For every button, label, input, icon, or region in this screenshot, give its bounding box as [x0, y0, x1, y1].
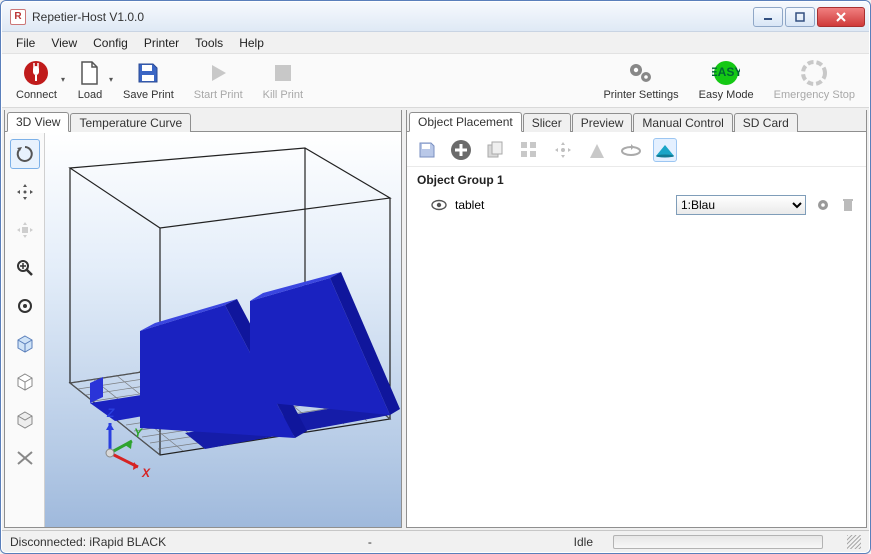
object-name[interactable]: tablet: [455, 198, 484, 212]
status-center: -: [186, 535, 554, 549]
object-group: Object Group 1 tablet 1:Blau: [407, 167, 866, 223]
menu-help[interactable]: Help: [231, 34, 272, 52]
object-settings-icon[interactable]: [814, 198, 832, 212]
printer-settings-button[interactable]: Printer Settings: [593, 57, 688, 103]
save-print-button[interactable]: Save Print: [113, 57, 184, 103]
view-iso-button[interactable]: [10, 329, 40, 359]
right-tabs: Object Placement Slicer Preview Manual C…: [407, 110, 866, 132]
pan-view-button[interactable]: [10, 177, 40, 207]
titlebar: R Repetier-Host V1.0.0: [2, 2, 869, 32]
axis-y-label: Y: [134, 426, 143, 440]
connect-label: Connect: [16, 89, 57, 101]
axis-z-label: Z: [106, 406, 115, 420]
center-object-icon[interactable]: [551, 138, 575, 162]
view-top-button[interactable]: [10, 405, 40, 435]
start-print-button: Start Print: [184, 57, 253, 103]
menu-config[interactable]: Config: [85, 34, 136, 52]
move-object-button[interactable]: [10, 215, 40, 245]
gears-icon: [626, 59, 656, 87]
minimize-button[interactable]: [753, 7, 783, 27]
load-button[interactable]: Load: [65, 57, 115, 103]
axis-x-label: X: [141, 466, 151, 480]
play-icon: [203, 59, 233, 87]
tab-manual-control[interactable]: Manual Control: [633, 113, 732, 132]
status-state: Idle: [574, 535, 593, 549]
app-icon: R: [10, 9, 26, 25]
scale-object-icon[interactable]: [585, 138, 609, 162]
document-icon: [75, 59, 105, 87]
object-row: tablet 1:Blau: [417, 193, 856, 217]
printer-settings-label: Printer Settings: [603, 89, 678, 101]
plug-icon: [21, 59, 51, 87]
kill-print-label: Kill Print: [263, 89, 303, 101]
save-print-label: Save Print: [123, 89, 174, 101]
easy-mode-label: Easy Mode: [699, 89, 754, 101]
status-progress: [613, 535, 823, 549]
tab-temperature-curve[interactable]: Temperature Curve: [70, 113, 191, 132]
left-pane: 3D View Temperature Curve: [4, 110, 402, 528]
main-toolbar: Connect ▾ Load ▾ Save Print Start Print: [2, 54, 869, 108]
emergency-stop-icon: [799, 59, 829, 87]
zoom-button[interactable]: [10, 253, 40, 283]
view-toolbar: [5, 133, 45, 527]
svg-text:EASY: EASY: [712, 65, 740, 79]
easy-mode-button[interactable]: EASY Easy Mode: [689, 57, 764, 103]
statusbar: Disconnected: iRapid BLACK - Idle: [2, 530, 869, 552]
tab-object-placement[interactable]: Object Placement: [409, 112, 522, 132]
delete-object-icon[interactable]: [840, 198, 856, 212]
tab-slicer[interactable]: Slicer: [523, 113, 571, 132]
menu-printer[interactable]: Printer: [136, 34, 187, 52]
add-object-icon[interactable]: [449, 138, 473, 162]
menubar: File View Config Printer Tools Help: [2, 32, 869, 54]
easy-icon: EASY: [711, 59, 741, 87]
save-icon: [133, 59, 163, 87]
save-object-icon[interactable]: [415, 138, 439, 162]
load-label: Load: [78, 89, 102, 101]
emergency-stop-label: Emergency Stop: [774, 89, 855, 101]
view-front-button[interactable]: [10, 367, 40, 397]
content-area: 3D View Temperature Curve: [2, 108, 869, 530]
view-mode-icon[interactable]: [653, 138, 677, 162]
rotate-view-button[interactable]: [10, 139, 40, 169]
tab-preview[interactable]: Preview: [572, 113, 633, 132]
maximize-button[interactable]: [785, 7, 815, 27]
status-connection: Disconnected: iRapid BLACK: [10, 535, 166, 549]
kill-print-button: Kill Print: [253, 57, 313, 103]
right-pane: Object Placement Slicer Preview Manual C…: [406, 110, 867, 528]
connect-button[interactable]: Connect: [6, 57, 67, 103]
visibility-icon[interactable]: [431, 199, 447, 211]
resize-grip[interactable]: [847, 535, 861, 549]
tab-3d-view[interactable]: 3D View: [7, 112, 69, 132]
viewport-3d[interactable]: X Y Z: [45, 133, 401, 527]
autoposition-icon[interactable]: [517, 138, 541, 162]
parallel-projection-button[interactable]: [10, 443, 40, 473]
emergency-stop-button: Emergency Stop: [764, 57, 865, 103]
menu-file[interactable]: File: [8, 34, 43, 52]
tab-sd-card[interactable]: SD Card: [734, 113, 798, 132]
menu-tools[interactable]: Tools: [187, 34, 231, 52]
app-window: R Repetier-Host V1.0.0 File View Config …: [0, 0, 871, 554]
zoom-fit-button[interactable]: [10, 291, 40, 321]
rotate-object-icon[interactable]: [619, 138, 643, 162]
start-print-label: Start Print: [194, 89, 243, 101]
menu-view[interactable]: View: [43, 34, 85, 52]
window-title: Repetier-Host V1.0.0: [32, 10, 753, 24]
object-toolbar: [407, 133, 866, 167]
object-group-title: Object Group 1: [417, 173, 856, 187]
filament-select[interactable]: 1:Blau: [676, 195, 806, 215]
close-button[interactable]: [817, 7, 865, 27]
copy-object-icon[interactable]: [483, 138, 507, 162]
stop-icon: [268, 59, 298, 87]
left-tabs: 3D View Temperature Curve: [5, 110, 401, 132]
